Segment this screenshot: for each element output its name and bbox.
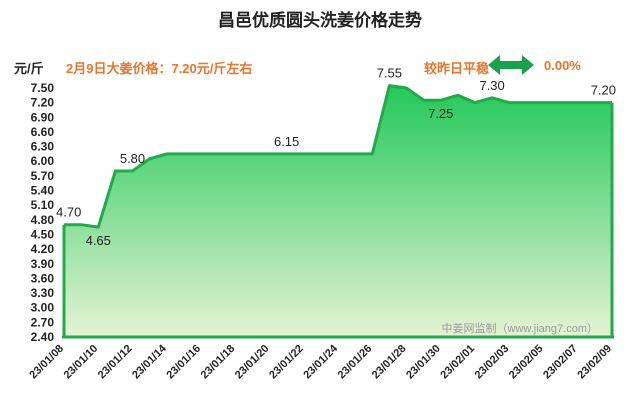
y-tick-label: 3.60 <box>31 271 55 285</box>
x-tick-label: 23/01/08 <box>27 343 66 382</box>
data-label: 6.15 <box>274 134 299 149</box>
y-tick-label: 6.30 <box>31 140 55 154</box>
data-label: 5.80 <box>120 151 145 166</box>
y-tick-label: 4.80 <box>31 213 55 227</box>
x-tick-label: 23/01/14 <box>130 342 169 381</box>
chart-title: 昌邑优质圆头洗姜价格走势 <box>218 11 422 30</box>
x-tick-label: 23/01/24 <box>301 342 340 381</box>
y-tick-label: 6.90 <box>31 110 55 124</box>
y-tick-label: 2.40 <box>31 330 55 344</box>
y-tick-label: 3.30 <box>31 286 55 300</box>
x-tick-label: 23/01/12 <box>96 343 135 382</box>
price-note: 2月9日大姜价格：7.20元/斤左右 <box>66 61 253 76</box>
x-tick-label: 23/01/20 <box>233 343 272 382</box>
y-tick-label: 5.10 <box>31 198 55 212</box>
x-tick-label: 23/02/07 <box>541 343 580 382</box>
data-label: 7.25 <box>428 106 453 121</box>
x-tick-label: 23/01/10 <box>62 343 101 382</box>
y-tick-label: 5.70 <box>31 169 55 183</box>
data-label: 7.55 <box>377 66 402 81</box>
data-label: 7.30 <box>479 78 504 93</box>
y-tick-label: 3.90 <box>31 257 55 271</box>
y-tick-label: 7.50 <box>31 81 55 95</box>
y-axis-unit: 元/斤 <box>14 61 44 76</box>
data-label: 4.70 <box>56 205 81 220</box>
x-tick-label: 23/01/18 <box>199 343 238 382</box>
price-line <box>64 84 612 229</box>
y-tick-label: 6.00 <box>31 154 55 168</box>
x-tick-label: 23/01/30 <box>404 343 443 382</box>
x-tick-label: 23/01/22 <box>267 343 306 382</box>
data-label: 4.65 <box>86 233 111 248</box>
x-tick-label: 23/02/09 <box>575 343 614 382</box>
y-tick-label: 5.40 <box>31 184 55 198</box>
double-arrow-icon <box>488 55 534 75</box>
compare-label: 较昨日平稳 <box>424 61 490 76</box>
y-tick-label: 3.00 <box>31 301 55 315</box>
x-tick-label: 23/01/26 <box>336 343 375 382</box>
price-area <box>64 85 612 337</box>
watermark: 中姜网监制（www.jiang7.com） <box>442 321 598 335</box>
data-label: 7.20 <box>591 83 616 98</box>
y-tick-label: 7.20 <box>31 96 55 110</box>
y-tick-label: 4.20 <box>31 242 55 256</box>
x-tick-label: 23/01/16 <box>164 343 203 382</box>
x-tick-label: 23/01/28 <box>370 343 409 382</box>
x-tick-label: 23/02/03 <box>473 343 512 382</box>
y-tick-label: 4.50 <box>31 227 55 241</box>
x-tick-label: 23/02/01 <box>438 343 477 382</box>
compare-value: 0.00% <box>544 58 581 73</box>
y-tick-label: 2.70 <box>31 315 55 329</box>
y-tick-label: 6.60 <box>31 125 55 139</box>
x-tick-label: 23/02/05 <box>507 343 546 382</box>
